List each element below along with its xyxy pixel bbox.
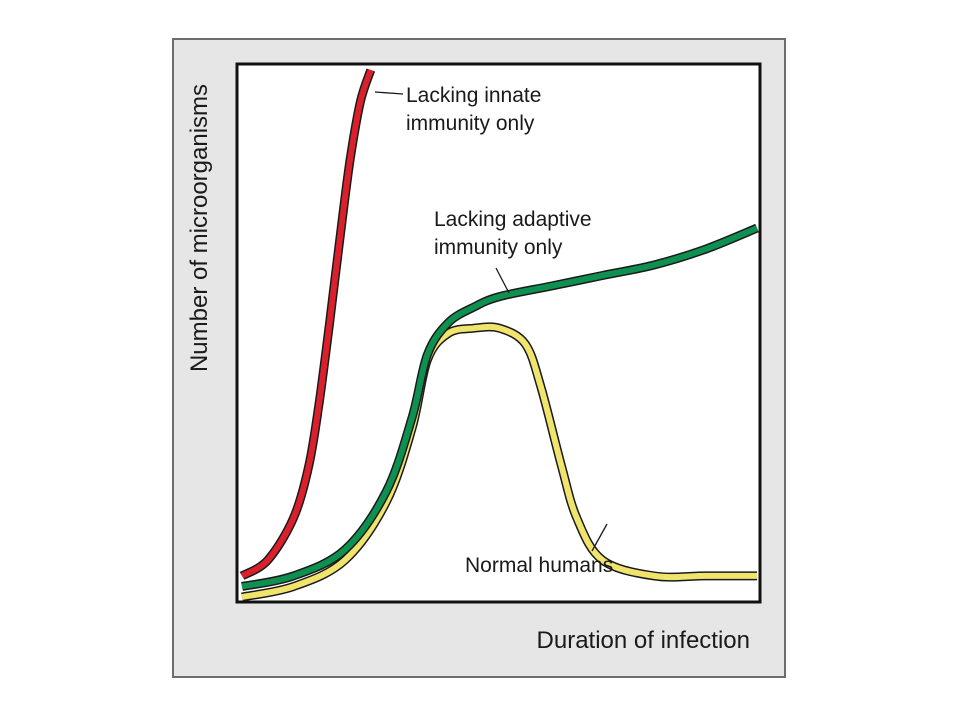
curve-normal-humans-line: [241, 323, 757, 600]
series-layer: [239, 68, 759, 602]
curve-lacking-innate-line: [240, 68, 374, 579]
curve-lacking-innate: [239, 68, 376, 580]
x-axis-title: Duration of infection: [537, 627, 750, 654]
curve-lacking-adaptive-line: [241, 225, 759, 590]
label-lacking-adaptive-line-2: immunity only: [434, 236, 563, 259]
label-lacking-innate: Lacking innate immunity only: [406, 84, 541, 135]
label-lacking-adaptive-line-1: Lacking adaptive: [434, 208, 592, 231]
curve-normal-humans: [241, 322, 757, 602]
leader-layer: [374, 91, 608, 552]
label-normal-humans: Normal humans: [465, 554, 613, 577]
label-lacking-innate-leader: [374, 91, 404, 95]
plot-area: [235, 62, 762, 604]
y-axis-title: Number of microorganisms: [186, 84, 213, 372]
label-lacking-innate-line-2: immunity only: [406, 112, 535, 135]
label-lacking-innate-line-1: Lacking innate: [406, 84, 541, 107]
label-lacking-adaptive-leader: [495, 267, 510, 294]
label-lacking-adaptive: Lacking adaptive immunity only: [434, 208, 592, 259]
label-normal-humans-line-1: Normal humans: [465, 554, 613, 577]
curve-lacking-adaptive: [241, 223, 759, 591]
label-normal-humans-leader: [591, 523, 608, 552]
